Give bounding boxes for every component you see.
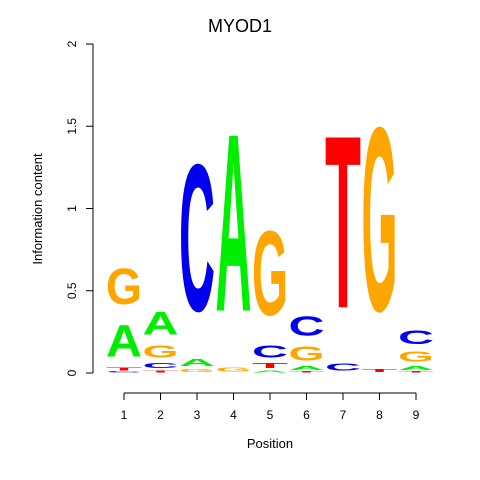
logo-letter-pos1-C: C <box>106 371 142 373</box>
x-tick-label: 8 <box>376 408 383 422</box>
logo-letter-pos9-G: G <box>398 349 434 365</box>
logo-letter-pos9-C: C <box>398 327 434 348</box>
logo-letter-pos2-C: C <box>143 361 179 369</box>
logo-letter-pos5-A: A <box>252 370 288 373</box>
logo-letter-pos1-A: A <box>106 316 142 367</box>
y-tick-label: 1.5 <box>65 118 79 135</box>
logo-letter-pos8-G: G <box>362 73 398 367</box>
logo-letter-pos1-G: G <box>106 259 142 316</box>
x-tick-label: 6 <box>303 408 310 422</box>
logo-letter-pos6-T: T <box>289 371 325 373</box>
y-tick-label: 0.5 <box>65 282 79 299</box>
x-axis-label: Position <box>247 436 293 451</box>
x-axis: 1 2 3 4 5 6 7 8 9 <box>121 392 420 422</box>
logo-letter-pos4-G: G <box>216 366 252 373</box>
logo-letter-pos1-T: T <box>106 366 143 371</box>
logo-letter-pos2-G: G <box>143 342 179 362</box>
logo-letter-pos2-T: T <box>143 370 180 373</box>
chart-title: MYOD1 <box>208 16 272 36</box>
logo-letter-pos3-A: A <box>179 356 215 368</box>
y-axis-label: Information content <box>30 153 45 265</box>
y-tick-label: 0 <box>65 369 79 376</box>
logo-letter-pos9-T: T <box>398 371 434 373</box>
x-tick-label: 2 <box>157 408 164 422</box>
logo-letter-pos6-A: A <box>289 365 325 372</box>
logo-letter-pos6-G: G <box>289 342 325 365</box>
y-axis: 0 0.5 1 1.5 2 <box>65 40 94 376</box>
logo-letter-pos5-G: G <box>252 207 288 342</box>
logo-letter-pos9-A: A <box>398 365 434 372</box>
logo-letter-pos8-T: T <box>362 368 399 373</box>
x-tick-label: 4 <box>230 408 237 422</box>
y-tick-label: 2 <box>65 40 79 47</box>
logo-letter-pos3-G: G <box>179 368 215 373</box>
logo-letter-pos3-C: C <box>179 122 215 356</box>
x-tick-label: 9 <box>413 408 420 422</box>
logo-letter-pos5-T: T <box>252 361 288 369</box>
logo-letter-pos2-A: A <box>143 305 179 341</box>
x-tick-label: 5 <box>267 408 274 422</box>
logo-letter-pos4-A: A <box>216 80 252 364</box>
logo-letter-pos5-C: C <box>252 342 288 362</box>
logo-letter-pos7-C: C <box>325 361 361 373</box>
logo-letter-pos6-C: C <box>289 310 325 342</box>
x-tick-label: 1 <box>121 408 128 422</box>
x-tick-label: 7 <box>340 408 347 422</box>
y-tick-label: 1 <box>65 205 79 212</box>
logo-letter-pos7-T: T <box>325 86 361 361</box>
x-tick-label: 3 <box>194 408 201 422</box>
